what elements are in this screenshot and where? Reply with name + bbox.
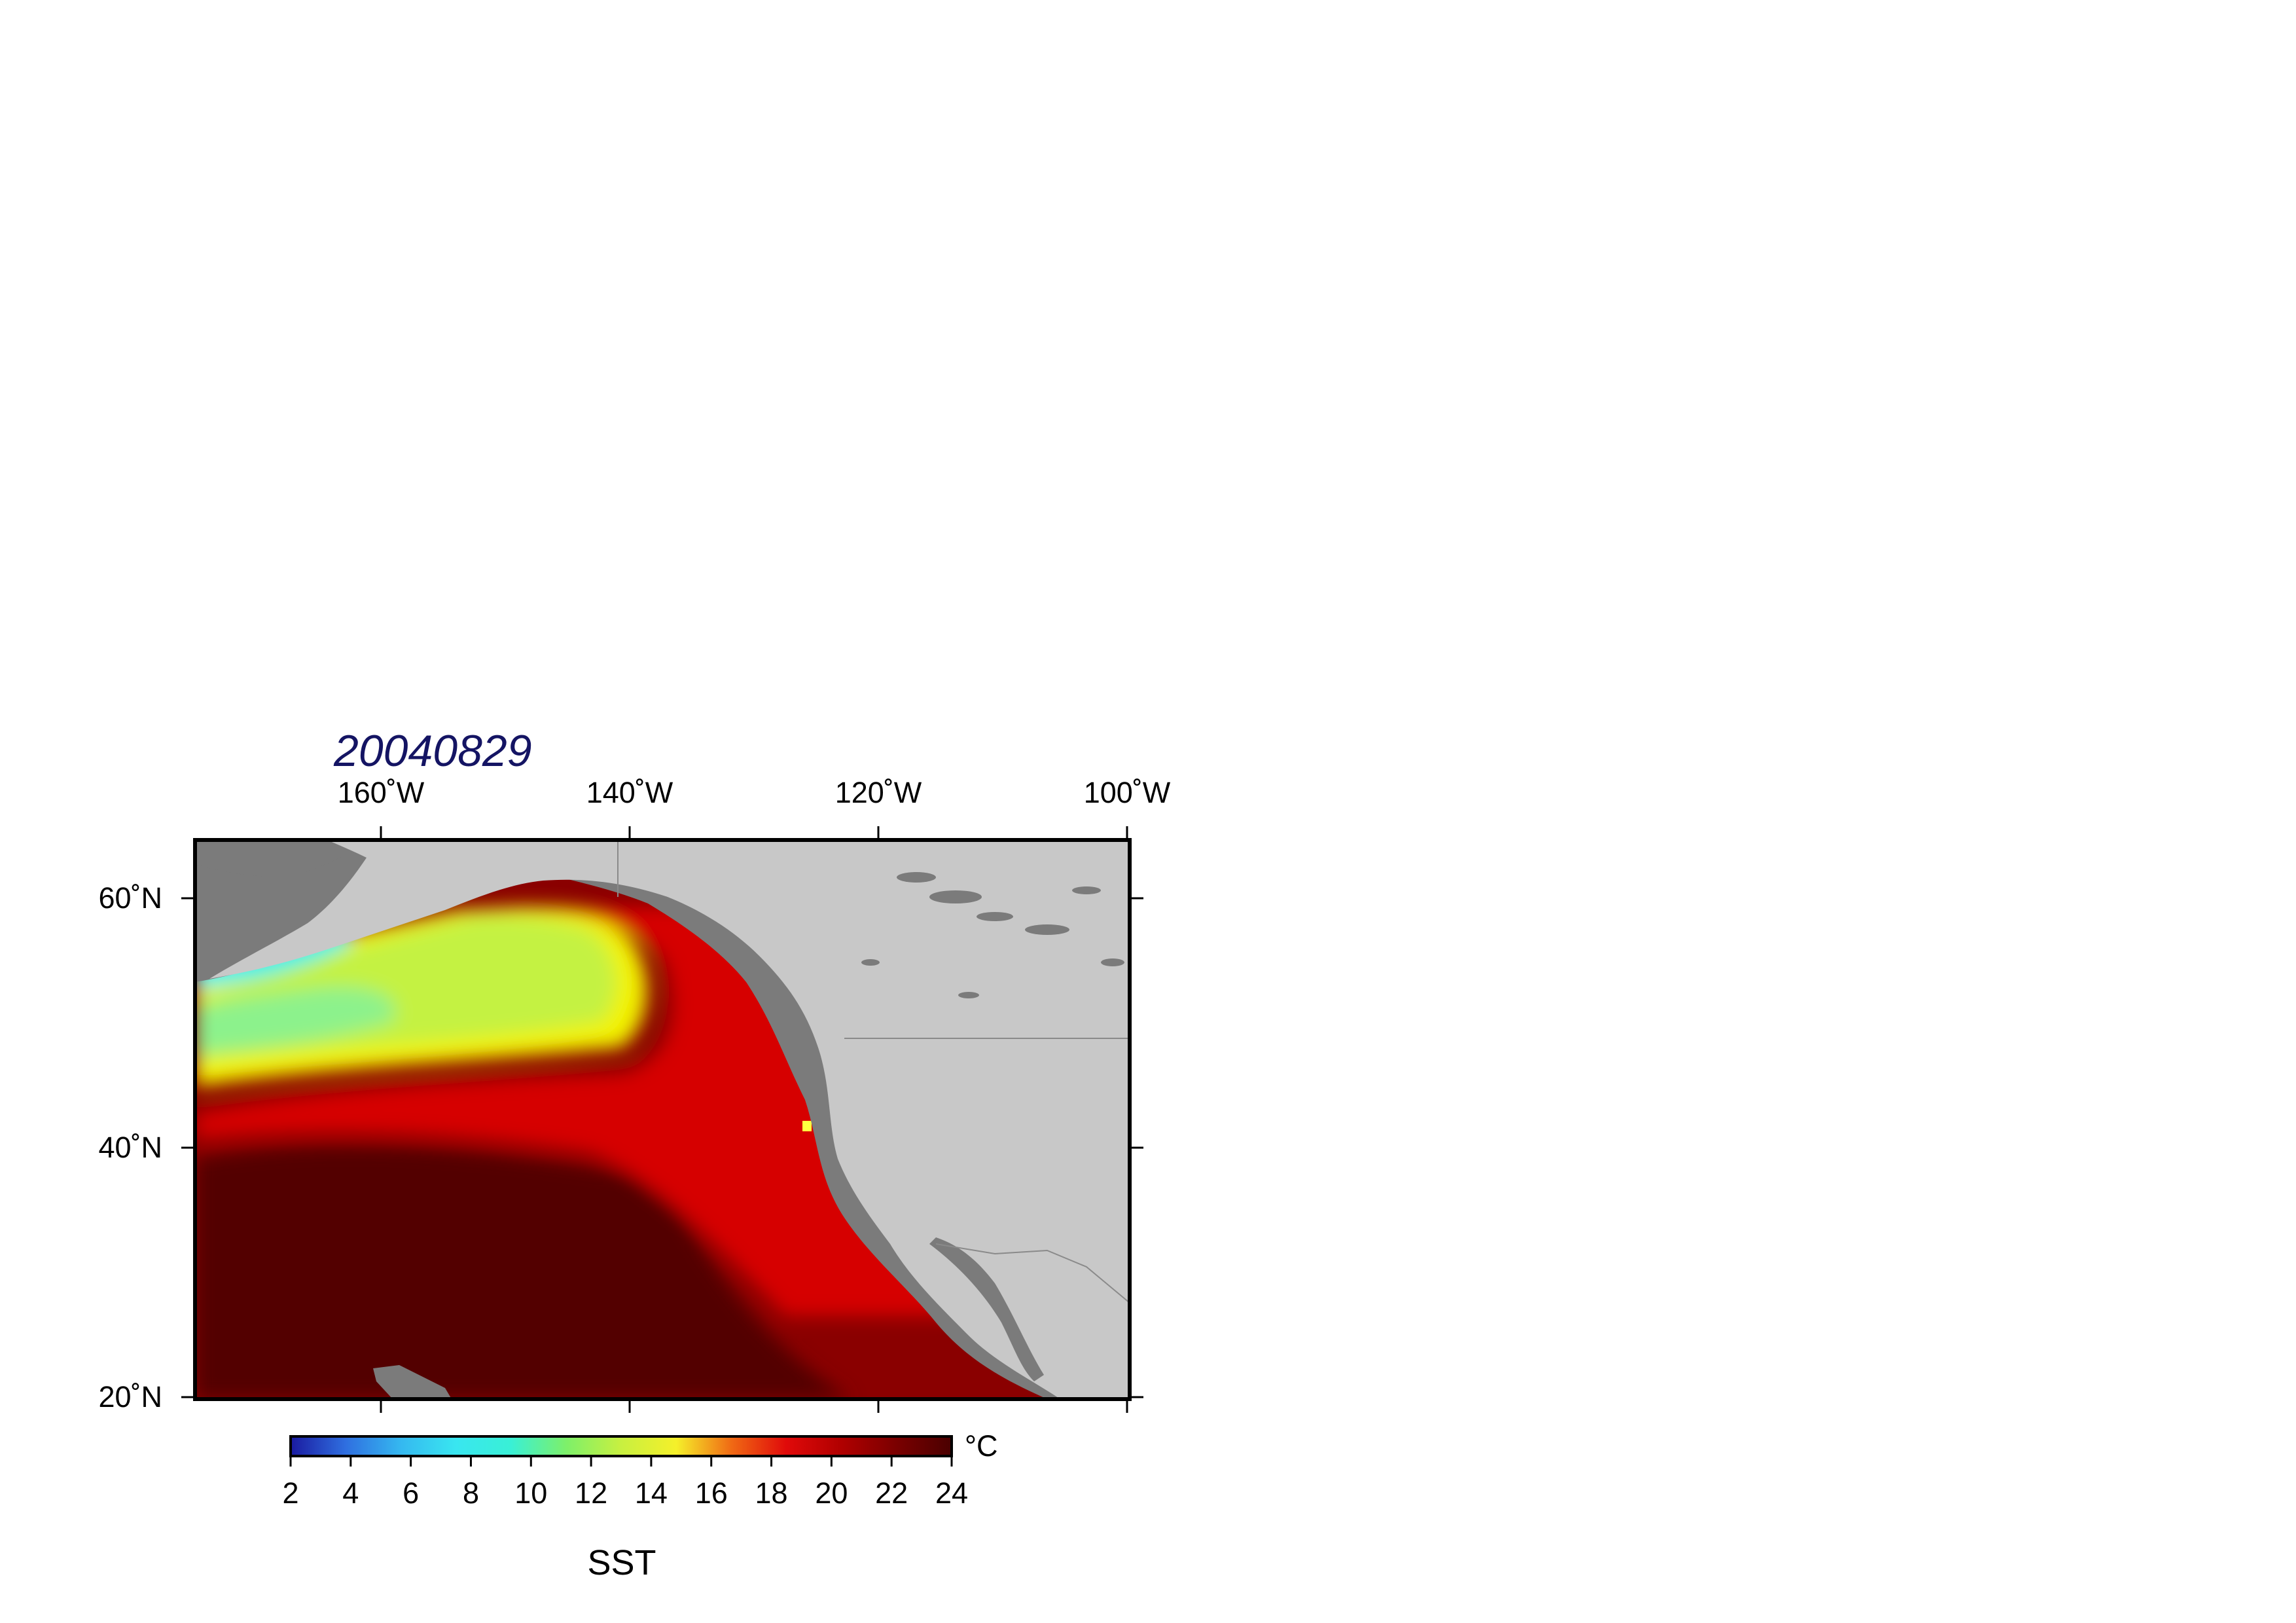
colorbar-tick-label: 14: [634, 1476, 668, 1510]
border-us-mexico: [935, 1243, 1130, 1304]
lon-tick-label: 160˚W: [337, 776, 425, 809]
upwelling-hotspot: [802, 1121, 812, 1131]
colorbar-tick-label: 20: [815, 1476, 848, 1510]
inland-lakes: [861, 872, 1124, 998]
lon-tick-label: 120˚W: [834, 776, 922, 809]
colorbar: [289, 1435, 953, 1467]
colorbar-unit: °C: [965, 1429, 998, 1463]
bering-shelf: [195, 845, 367, 877]
colorbar-tick-label: 10: [514, 1476, 548, 1510]
colorbar-ramp: [289, 1435, 953, 1457]
colorbar-tick-label: 16: [694, 1476, 728, 1510]
lon-tick-label: 140˚W: [586, 776, 673, 809]
hawaii-islands: [373, 1365, 452, 1399]
map-frame: [193, 838, 1132, 1401]
colorbar-tick-label: 2: [282, 1476, 299, 1510]
colorbar-tick-label: 24: [935, 1476, 969, 1510]
lat-tick-label: 60˚N: [98, 881, 162, 915]
map-title: 20040829: [334, 726, 532, 776]
colorbar-label: SST: [587, 1543, 656, 1582]
map-panel: [195, 840, 1130, 1399]
axis-ticks: [181, 826, 1143, 1413]
sst-band-green: [195, 987, 395, 1054]
sst-band-warmest: [195, 1146, 851, 1399]
lat-tick-label: 20˚N: [98, 1380, 162, 1413]
land-north-america: [209, 840, 1130, 1399]
colorbar-tick-label: 6: [403, 1476, 420, 1510]
colorbar-tick-label: 12: [575, 1476, 608, 1510]
colorbar-tick-label: 22: [875, 1476, 908, 1510]
gulf-of-california: [929, 1237, 1044, 1381]
lat-tick-label: 40˚N: [98, 1131, 162, 1164]
colorbar-tick-label: 8: [462, 1476, 479, 1510]
colorbar-tick-label: 4: [342, 1476, 359, 1510]
lon-tick-label: 100˚W: [1083, 776, 1171, 809]
colorbar-ticks: [289, 1456, 953, 1467]
colorbar-tick-label: 18: [755, 1476, 788, 1510]
